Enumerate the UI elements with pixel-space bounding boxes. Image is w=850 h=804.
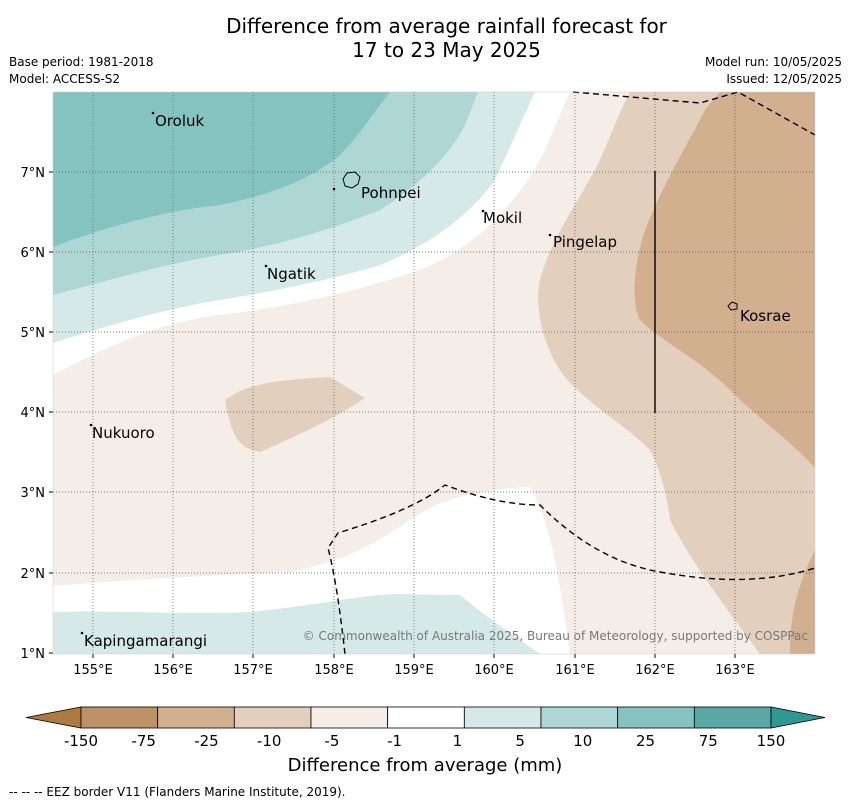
contour-minus25-southeast — [790, 550, 815, 654]
colorbar-segment — [80, 706, 159, 729]
colorbar-segment — [387, 706, 465, 729]
colorbar-title: Difference from average (mm) — [287, 755, 563, 776]
lon-tick-159: 159°E — [394, 663, 434, 678]
colorbar-extend-high — [770, 706, 826, 729]
islands — [80, 111, 738, 635]
contour-minus10-west — [225, 377, 365, 452]
label-kosrae: Kosrae — [740, 307, 791, 325]
colorbar-segment — [540, 706, 619, 729]
eez-borders — [327, 91, 816, 655]
colorbar-tick-label: 10 — [573, 732, 592, 750]
contour-plus25 — [53, 92, 390, 247]
colorbar-tick-label: 25 — [636, 732, 655, 750]
issued-date: Issued: 12/05/2025 — [726, 72, 842, 86]
colorbar-extend-low — [25, 706, 82, 729]
eez-border-north — [572, 91, 816, 136]
eez-legend-note: -- -- -- EEZ border V11 (Flanders Marine… — [9, 785, 346, 799]
colorbar-tick-label: -150 — [64, 732, 98, 750]
colorbar-tick-label: 75 — [699, 732, 718, 750]
contour-layer — [53, 92, 815, 654]
colorbar-tick-label: -5 — [324, 732, 339, 750]
model-run: Model run: 10/05/2025 — [704, 55, 842, 69]
axis-ticks — [49, 171, 736, 658]
lon-tick-160: 160°E — [474, 663, 514, 678]
lon-tick-162: 162°E — [635, 663, 675, 678]
colorbar-tick-label: -1 — [387, 732, 402, 750]
colorbar-tick-label: 5 — [515, 732, 525, 750]
eez-border-south — [327, 484, 816, 655]
colorbar-segment — [693, 706, 772, 729]
lat-tick-4: 4°N — [21, 406, 46, 421]
label-ngatik: Ngatik — [267, 265, 316, 283]
lat-tick-labels: 1°N 2°N 3°N 4°N 5°N 6°N 7°N — [21, 166, 46, 662]
contour-plus5-south — [53, 594, 540, 654]
lon-tick-158: 158°E — [314, 663, 354, 678]
colorbar-tick-label: 1 — [453, 732, 463, 750]
lon-tick-163: 163°E — [715, 663, 755, 678]
title-line-2: 17 to 23 May 2025 — [352, 38, 541, 62]
lat-tick-1: 1°N — [21, 647, 46, 662]
colorbar-tick-label: -10 — [257, 732, 282, 750]
colorbar: -150 -75 -25 -10 -5 -1 1 5 10 25 75 150 — [25, 706, 826, 750]
kosrae-island-outline — [727, 301, 738, 311]
colorbar-segment — [310, 706, 389, 729]
colorbar-tick-label: -75 — [131, 732, 156, 750]
lon-tick-labels: 155°E 156°E 157°E 158°E 159°E 160°E 161°… — [73, 663, 755, 678]
title-line-1: Difference from average rainfall forecas… — [226, 14, 667, 38]
lat-tick-5: 5°N — [21, 326, 46, 341]
label-pingelap: Pingelap — [553, 233, 617, 251]
lon-tick-161: 161°E — [555, 663, 595, 678]
contour-minus25-east — [634, 92, 815, 468]
colorbar-tick-label: 150 — [757, 732, 786, 750]
map-frame — [52, 91, 816, 655]
lat-tick-7: 7°N — [21, 166, 46, 181]
colorbar-tick-label: -25 — [194, 732, 219, 750]
label-kapingamarangi: Kapingamarangi — [84, 632, 207, 650]
colorbar-segment — [157, 706, 235, 729]
label-nukuoro: Nukuoro — [92, 424, 155, 442]
lat-tick-2: 2°N — [21, 567, 46, 582]
lat-tick-6: 6°N — [21, 246, 46, 261]
model-name: Model: ACCESS-S2 — [9, 72, 121, 86]
base-period: Base period: 1981-2018 — [9, 55, 154, 69]
lon-tick-156: 156°E — [153, 663, 193, 678]
lon-tick-157: 157°E — [233, 663, 273, 678]
label-pohnpei: Pohnpei — [361, 184, 421, 202]
graticule — [53, 92, 815, 654]
meta-right: Model run: 10/05/2025 Issued: 12/05/2025 — [705, 54, 842, 88]
colorbar-segment — [233, 706, 312, 729]
colorbar-segment — [463, 706, 542, 729]
lat-tick-3: 3°N — [21, 486, 46, 501]
pohnpei-island-outline — [342, 171, 361, 189]
chart-title: Difference from average rainfall forecas… — [0, 14, 850, 62]
label-mokil: Mokil — [483, 209, 522, 227]
colorbar-segment — [617, 706, 695, 729]
meta-left: Base period: 1981-2018 Model: ACCESS-S2 — [9, 54, 154, 88]
label-oroluk: Oroluk — [155, 112, 204, 130]
place-labels: Oroluk Pohnpei Mokil Pingelap Ngatik Kos… — [84, 112, 791, 650]
lon-tick-155: 155°E — [73, 663, 113, 678]
copyright-text: © Commonwealth of Australia 2025, Bureau… — [303, 629, 808, 643]
